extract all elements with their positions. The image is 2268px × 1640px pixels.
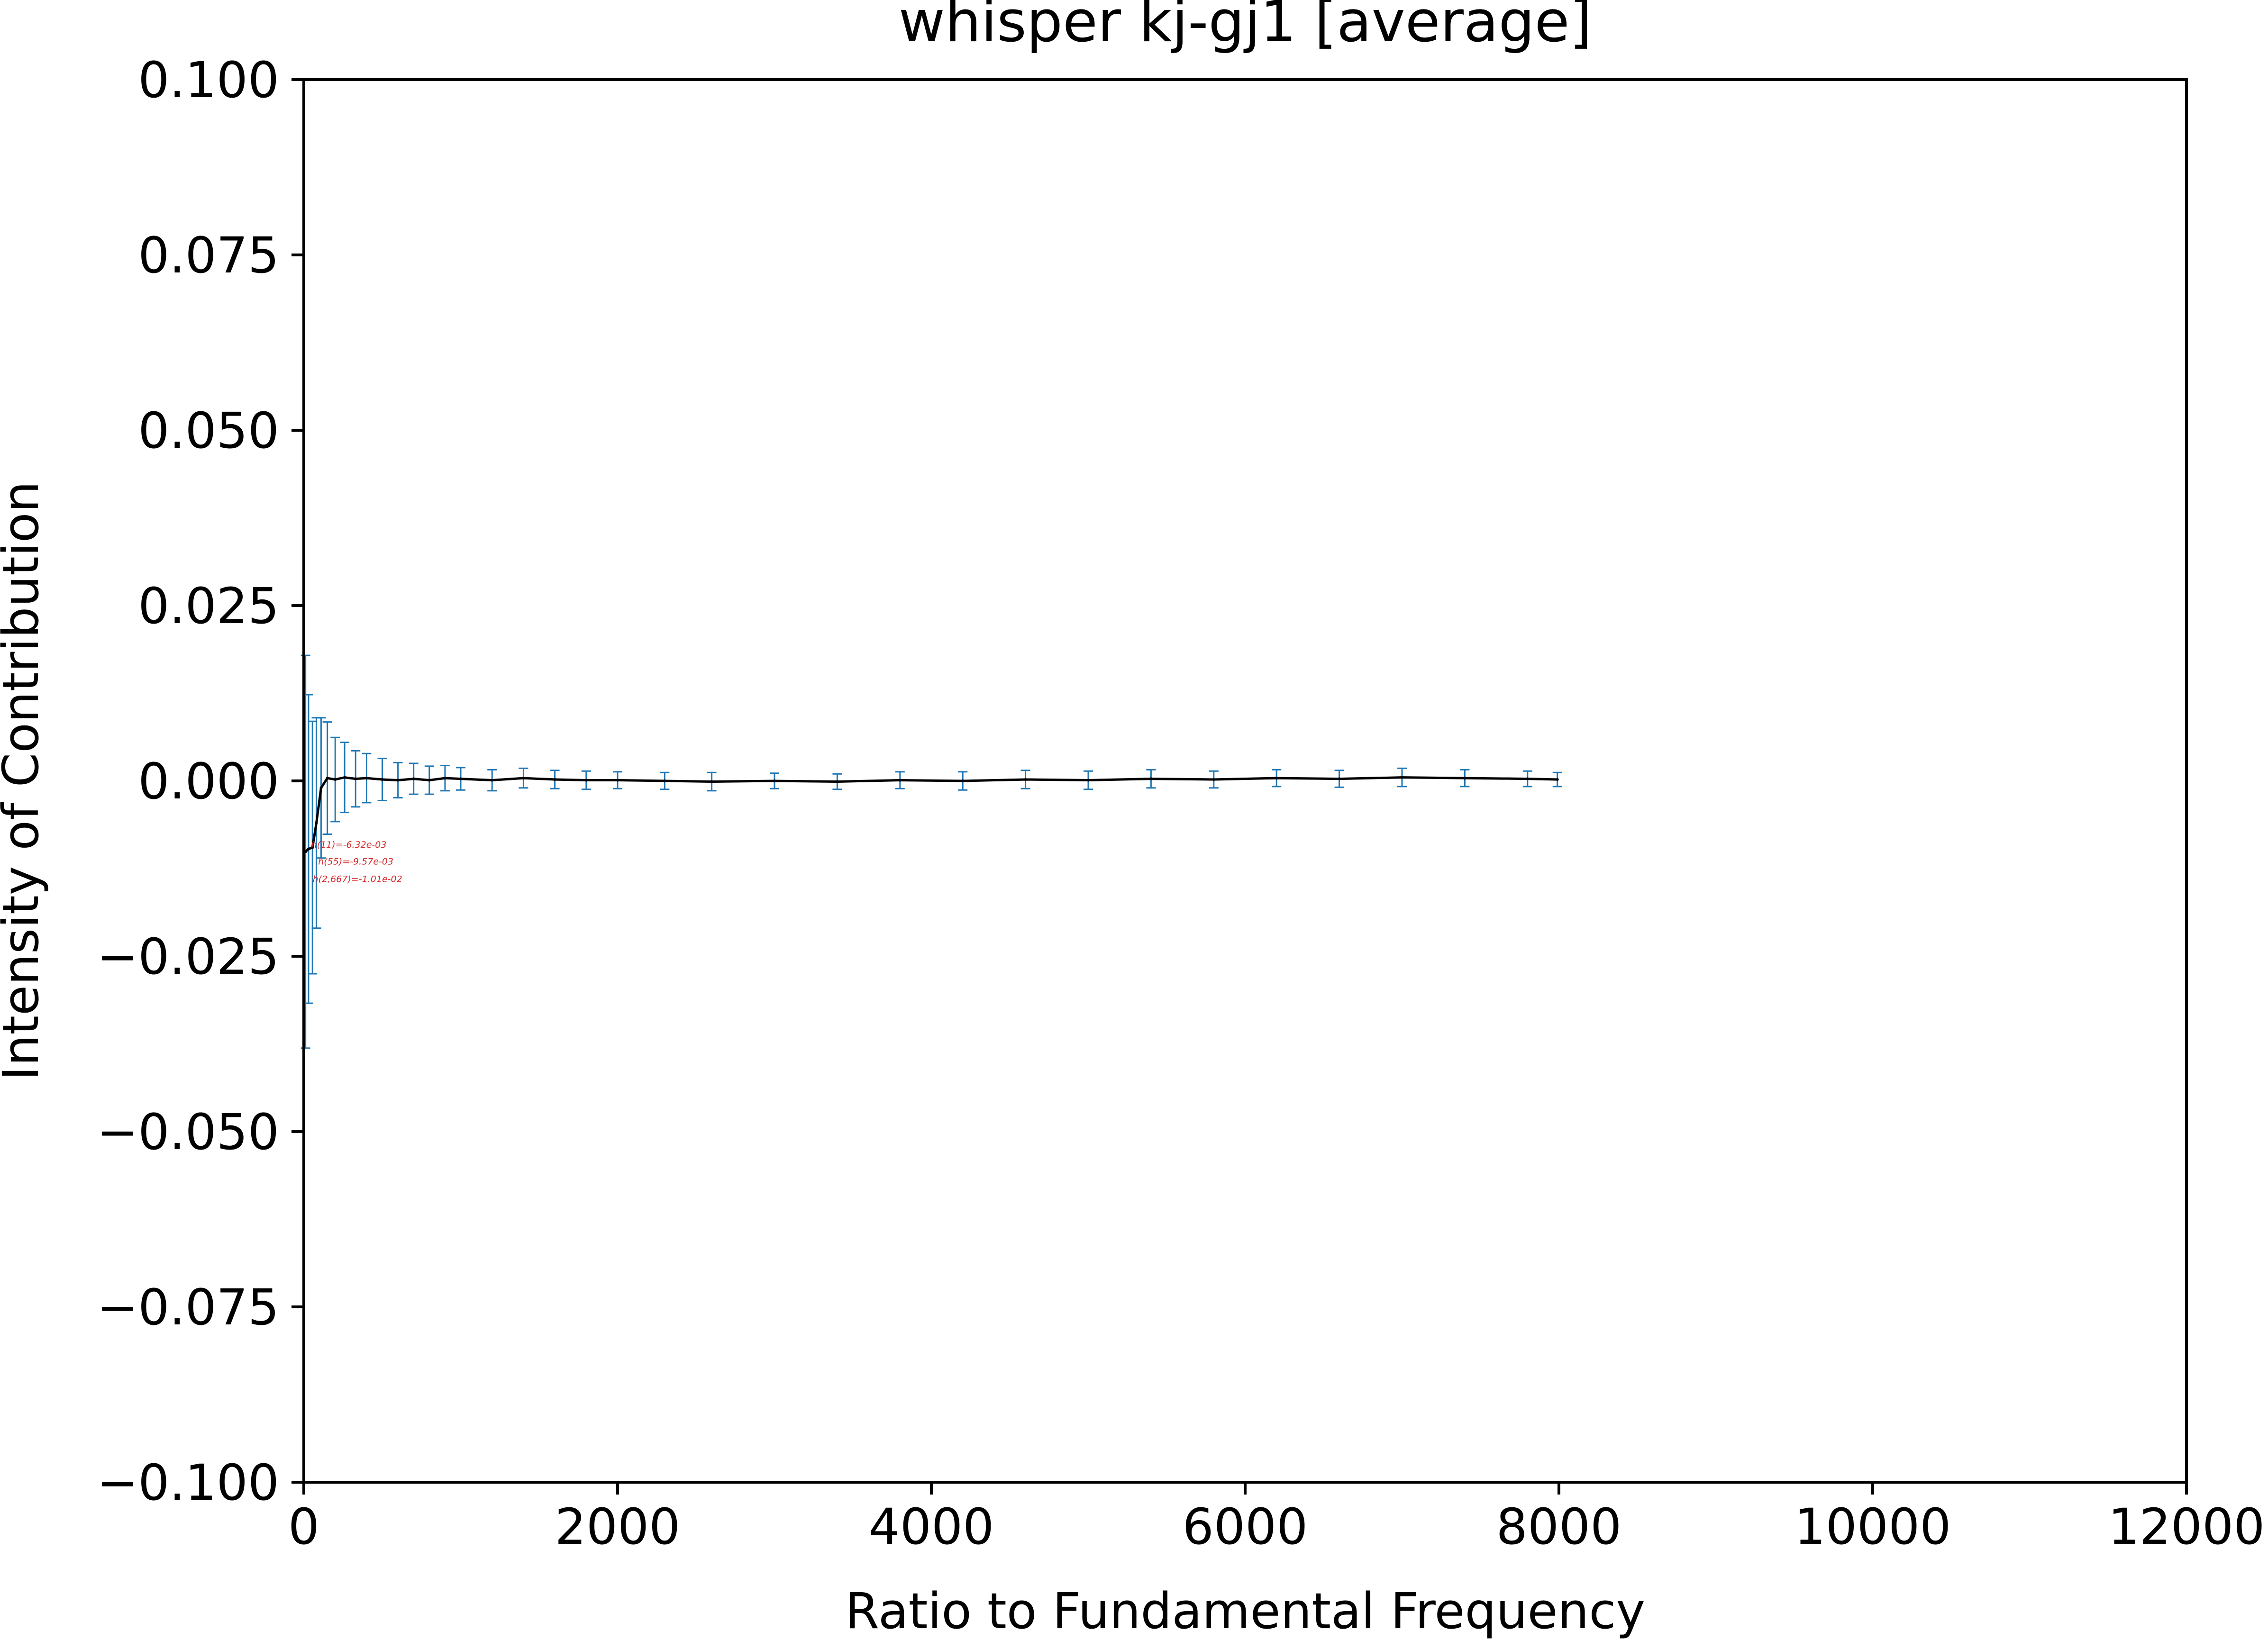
data-point: [311, 846, 314, 849]
annotation-label: h(11)=-6.32e-03: [311, 840, 387, 850]
data-point: [1087, 779, 1090, 782]
data-point: [522, 777, 525, 780]
data-point: [334, 778, 337, 781]
data-point: [710, 780, 713, 783]
data-point: [1463, 777, 1466, 780]
y-tick-label: 0.000: [138, 752, 279, 810]
x-tick-label: 0: [288, 1498, 319, 1556]
data-point: [354, 777, 357, 780]
data-point: [443, 777, 446, 780]
y-tick-label: 0.075: [138, 227, 279, 284]
data-point: [773, 779, 776, 782]
y-tick-label: −0.025: [97, 928, 279, 986]
data-point: [381, 778, 384, 781]
annotations: h(11)=-6.32e-03 h(55)=-9.57e-03 h(2,667)=-…: [311, 840, 402, 884]
data-point: [365, 777, 368, 780]
data-point: [1338, 777, 1341, 780]
data-point: [491, 779, 494, 782]
data-point: [1401, 776, 1403, 779]
x-tick-label: 6000: [1183, 1498, 1308, 1556]
x-axis-ticks: 0 2000 4000 6000 8000 10000 12000: [288, 1482, 2265, 1556]
data-point: [428, 779, 431, 782]
data-point: [1556, 778, 1559, 781]
y-tick-label: −0.100: [97, 1454, 279, 1512]
x-tick-label: 2000: [555, 1498, 681, 1556]
data-point: [584, 779, 588, 782]
data-point: [1275, 777, 1278, 780]
y-axis-ticks: 0.100 0.075 0.050 0.025 0.000 −0.025 −0.050 −0.…: [97, 51, 304, 1512]
annotation-label: h(2,667)=-1.01e-02: [313, 874, 402, 884]
data-point: [396, 779, 400, 782]
y-tick-label: −0.075: [97, 1278, 279, 1336]
data-point: [326, 777, 329, 780]
data-point: [459, 777, 462, 780]
x-tick-label: 12000: [2108, 1498, 2265, 1556]
x-tick-label: 10000: [1794, 1498, 1951, 1556]
x-axis-label: Ratio to Fundamental Frequency: [845, 1582, 1645, 1640]
data-point: [343, 776, 346, 779]
data-point: [315, 821, 318, 825]
data-point: [553, 778, 556, 781]
data-point: [616, 779, 619, 782]
y-axis-label: Intensity of Contribution: [0, 481, 50, 1081]
chart-title: whisper kj-gj1 [average]: [899, 0, 1592, 55]
data-point: [1526, 777, 1529, 780]
y-tick-label: 0.100: [138, 51, 279, 109]
data-point: [836, 780, 839, 783]
error-bars: [301, 654, 1562, 1049]
data-point: [961, 779, 965, 782]
data-point: [307, 847, 310, 851]
data-point: [1024, 778, 1027, 781]
y-tick-label: 0.025: [138, 577, 279, 635]
data-point: [412, 777, 415, 780]
data-point: [1149, 777, 1153, 780]
y-tick-label: −0.050: [97, 1103, 279, 1161]
y-tick-label: 0.050: [138, 402, 279, 460]
x-tick-label: 4000: [869, 1498, 994, 1556]
annotation-label: h(55)=-9.57e-03: [318, 857, 393, 867]
data-point: [1212, 778, 1215, 781]
data-point: [898, 779, 902, 782]
series-lines: [304, 776, 1559, 853]
x-tick-label: 8000: [1496, 1498, 1622, 1556]
data-point: [319, 786, 323, 789]
series-line: [304, 776, 1558, 853]
data-point: [663, 779, 666, 782]
